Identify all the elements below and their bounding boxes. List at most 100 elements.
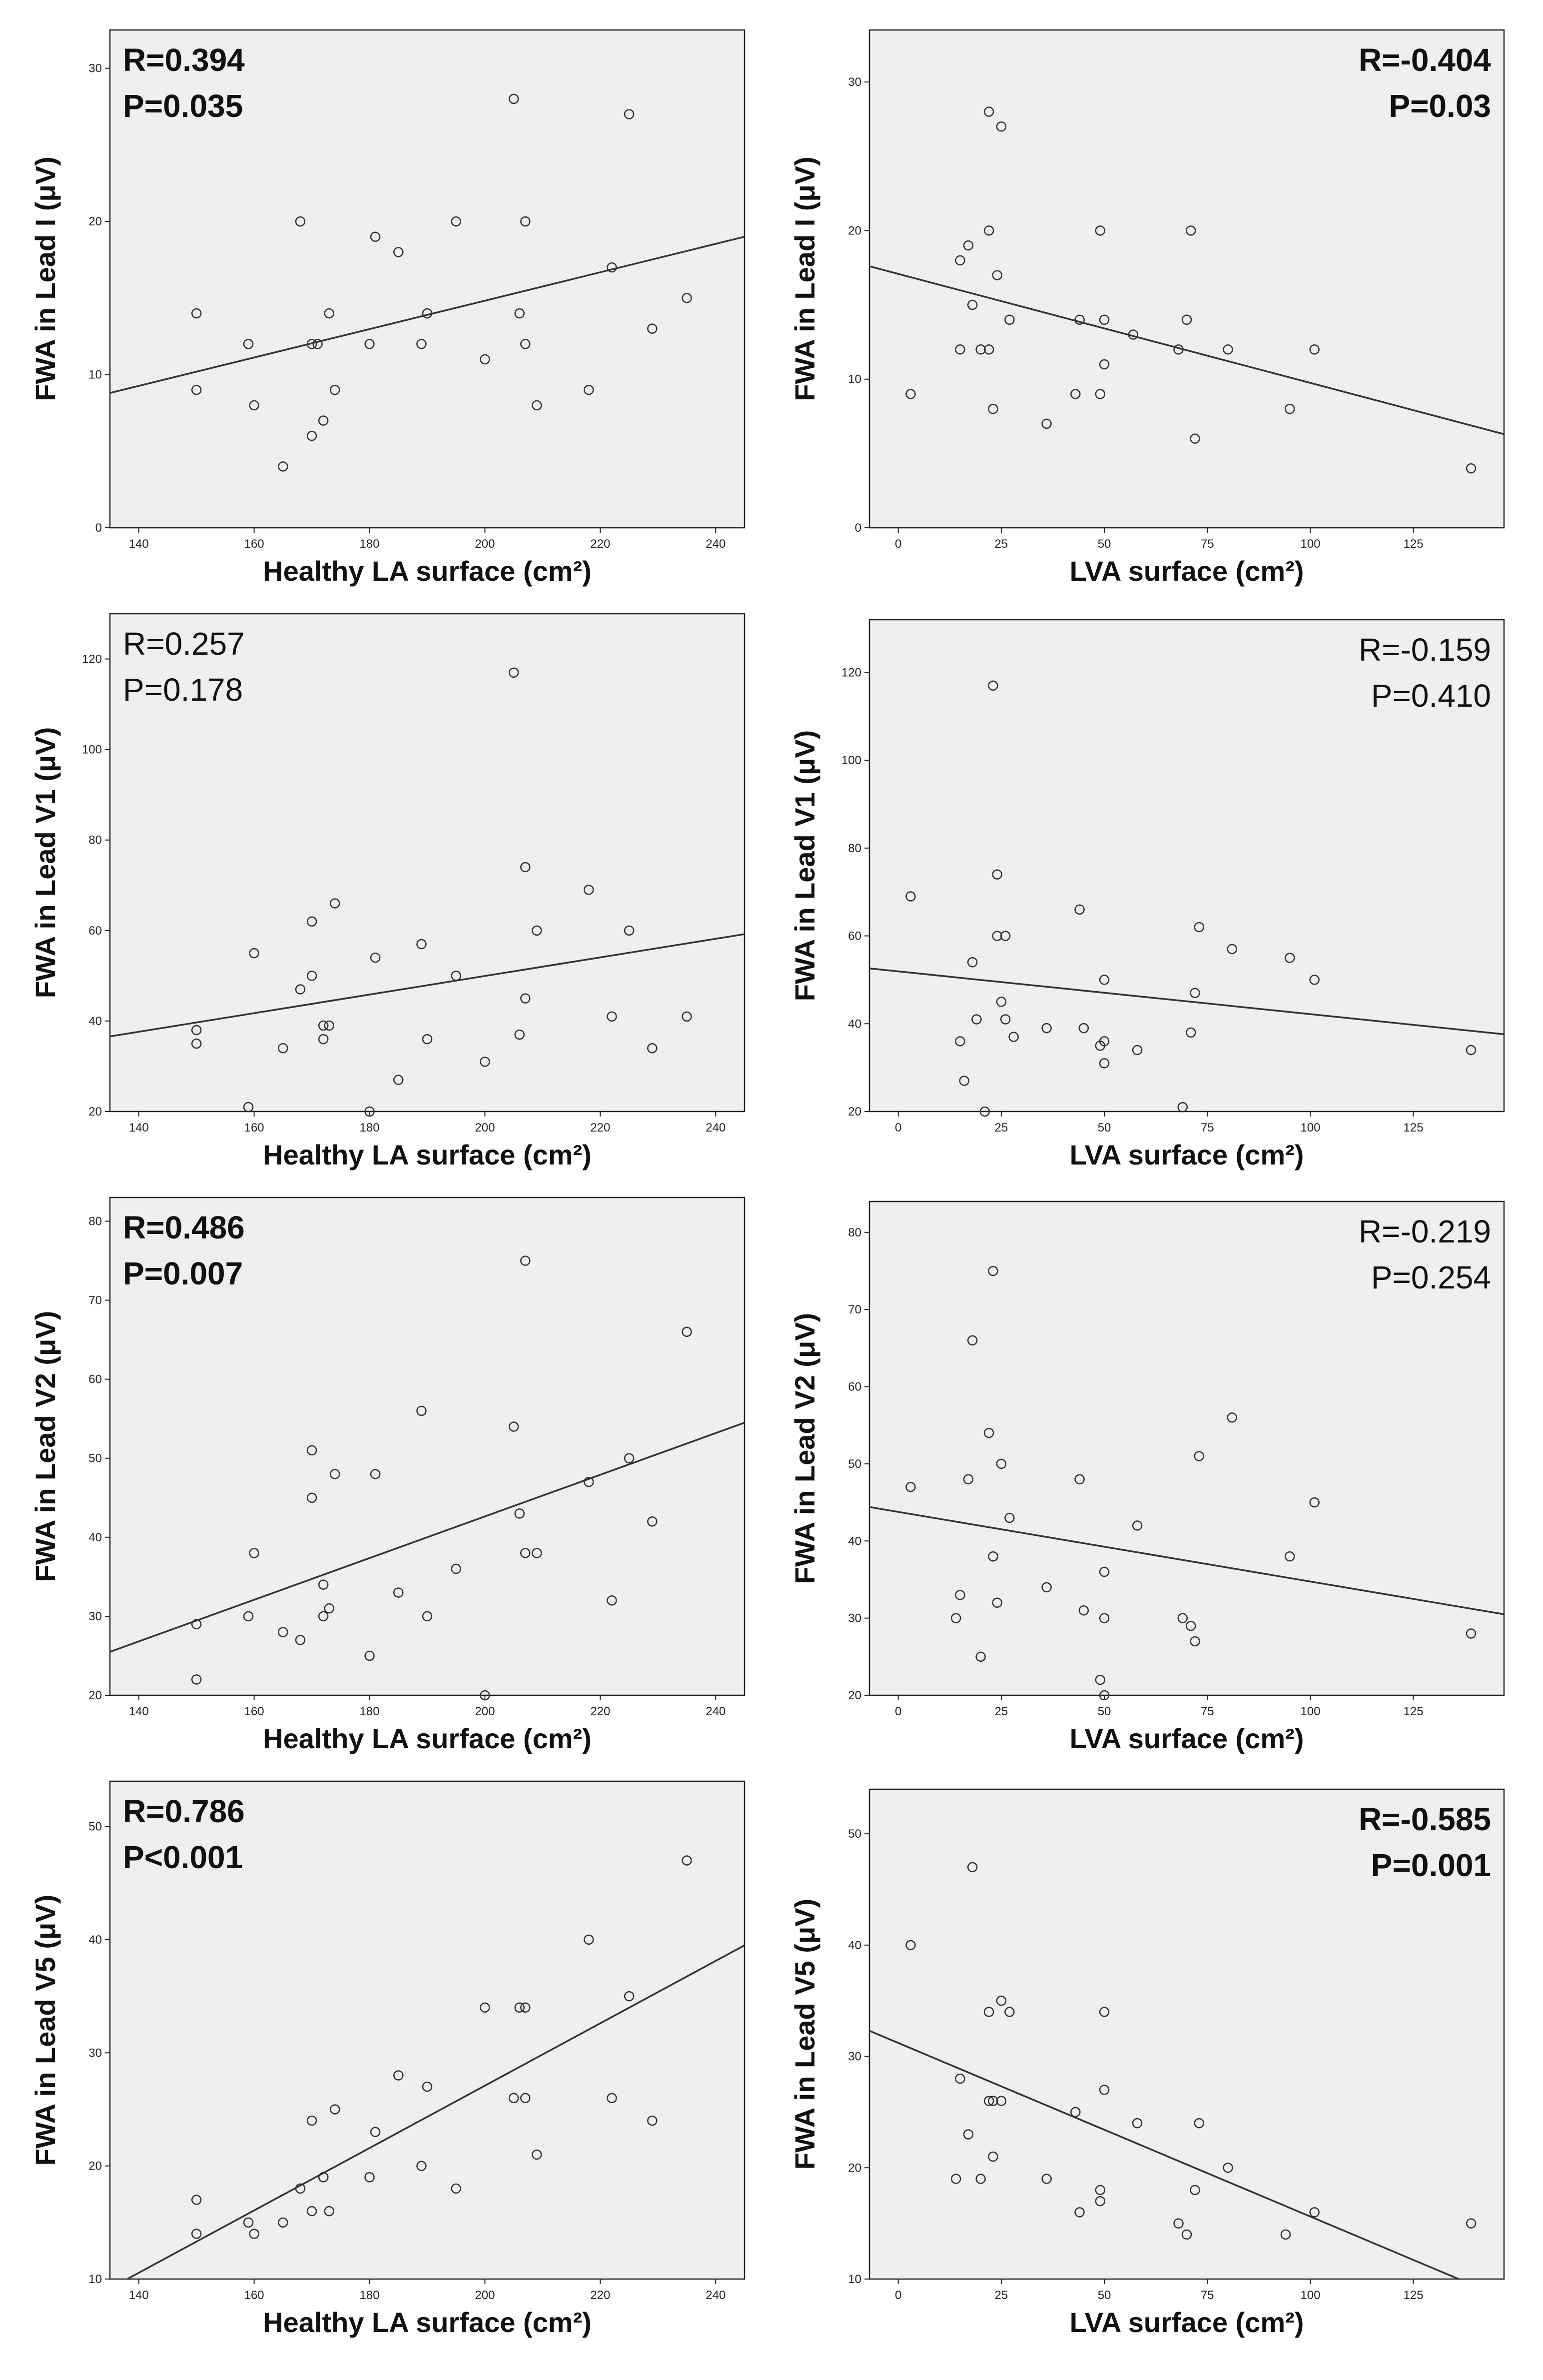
y-tick-label: 40 [88, 1015, 102, 1028]
p-value: P=0.254 [1371, 1259, 1491, 1295]
x-tick-label: 160 [244, 1121, 264, 1135]
scatter-panel-7: 140 160 180 200 220 240 10 20 30 40 50 R=0.786 P<0.0… [29, 1780, 746, 2338]
data-point [624, 1453, 635, 1463]
x-tick-label: 75 [1201, 1705, 1214, 1718]
data-point [607, 1011, 617, 1022]
y-tick-label: 80 [88, 834, 102, 847]
data-point [306, 338, 317, 349]
regression-line [869, 967, 1505, 1036]
data-point [520, 1548, 531, 1558]
data-point [191, 384, 202, 395]
y-tick-label: 10 [848, 2273, 861, 2286]
data-point [191, 2195, 202, 2205]
data-point [249, 948, 259, 959]
data-point [330, 384, 340, 395]
y-tick-label: 40 [88, 1531, 102, 1544]
data-point [1132, 1520, 1143, 1531]
x-tick-label: 200 [475, 2289, 495, 2302]
data-point [1194, 1451, 1204, 1461]
data-point [306, 1492, 317, 1503]
x-tick-label: 50 [1098, 1121, 1111, 1135]
x-tick-label: 75 [1201, 2289, 1214, 2302]
data-point [1128, 329, 1139, 340]
data-point [520, 2002, 531, 2013]
y-tick-label: 20 [848, 1105, 861, 1119]
scatter-panel-8: 0 25 50 75 100 125 10 20 30 40 50 R=-0.585 P=0.001 LV… [789, 1788, 1505, 2338]
data-point [1190, 988, 1200, 999]
data-point [480, 1057, 490, 1067]
data-point [249, 2229, 259, 2239]
y-axis-label: FWA in Lead V2 (μV) [789, 1313, 820, 1584]
data-point [1173, 2218, 1184, 2229]
data-point [1190, 1636, 1200, 1647]
regression-line [869, 265, 1505, 435]
data-point [983, 1427, 994, 1438]
x-tick-label: 50 [1098, 1705, 1111, 1718]
data-point [306, 2206, 317, 2217]
data-point [996, 997, 1007, 1007]
data-point [1078, 1023, 1089, 1034]
x-tick-label: 25 [995, 537, 1008, 551]
data-point [422, 1611, 433, 1622]
x-tick-label: 25 [995, 2289, 1008, 2302]
data-point [1181, 2229, 1192, 2240]
data-point [1041, 418, 1052, 429]
data-point [1095, 1674, 1106, 1685]
data-point [191, 1619, 202, 1629]
data-point [988, 403, 998, 414]
y-tick-label: 70 [848, 1303, 861, 1316]
x-tick-label: 180 [360, 537, 380, 551]
data-point [1466, 463, 1477, 474]
data-point [1099, 1613, 1110, 1623]
data-point [416, 338, 427, 349]
data-point [318, 415, 329, 426]
data-point [243, 338, 254, 349]
x-tick-label: 0 [895, 1121, 901, 1135]
scatter-panel-1: 140 160 180 200 220 240 0 10 20 30 R=0.394 P=0.035 H… [29, 29, 746, 587]
data-point [1223, 2163, 1233, 2173]
data-point [520, 338, 531, 349]
y-axis-label: FWA in Lead I (μV) [29, 156, 61, 401]
data-point [306, 1445, 317, 1456]
correlation-r: R=0.394 [123, 42, 245, 78]
data-point [1194, 2118, 1204, 2129]
data-point [520, 862, 531, 873]
data-point [243, 2217, 254, 2228]
data-point [1041, 2174, 1052, 2184]
x-axis-label: LVA surface (cm²) [1070, 555, 1304, 587]
data-point [393, 247, 404, 257]
data-point [508, 1421, 519, 1432]
data-point [318, 1611, 329, 1622]
data-point [1227, 1412, 1237, 1423]
y-tick-label: 20 [88, 2160, 102, 2173]
regression-line [109, 236, 745, 394]
y-tick-label: 60 [88, 924, 102, 938]
data-point [278, 1627, 288, 1637]
regression-line [126, 1944, 745, 2280]
data-point [682, 1326, 692, 1337]
scatter-panel-3: 140 160 180 200 220 240 20 40 60 80 100 120 R=0.257 P… [29, 613, 746, 1171]
data-point [508, 667, 519, 678]
data-point [1099, 314, 1110, 325]
data-point [1095, 2185, 1106, 2196]
scatter-panel-2: 0 25 50 75 100 125 0 10 20 30 R=-0.404 P=0.03 LVA su… [789, 29, 1505, 587]
data-point [988, 1265, 998, 1276]
x-tick-label: 160 [244, 537, 264, 551]
data-point [191, 1674, 202, 1685]
x-tick-label: 240 [706, 1705, 726, 1718]
data-point [971, 1014, 982, 1025]
data-point [306, 2115, 317, 2126]
data-point [370, 952, 381, 963]
data-point [1099, 975, 1110, 985]
data-point [1284, 403, 1295, 414]
x-tick-label: 25 [995, 1121, 1008, 1135]
data-point [1309, 1497, 1320, 1508]
data-point [243, 1102, 254, 1113]
data-point [1177, 1102, 1188, 1113]
x-tick-label: 50 [1098, 2289, 1111, 2302]
data-point [1095, 389, 1106, 399]
data-point [1466, 1045, 1477, 1056]
data-point [1284, 1551, 1295, 1562]
data-point [1070, 2107, 1081, 2118]
